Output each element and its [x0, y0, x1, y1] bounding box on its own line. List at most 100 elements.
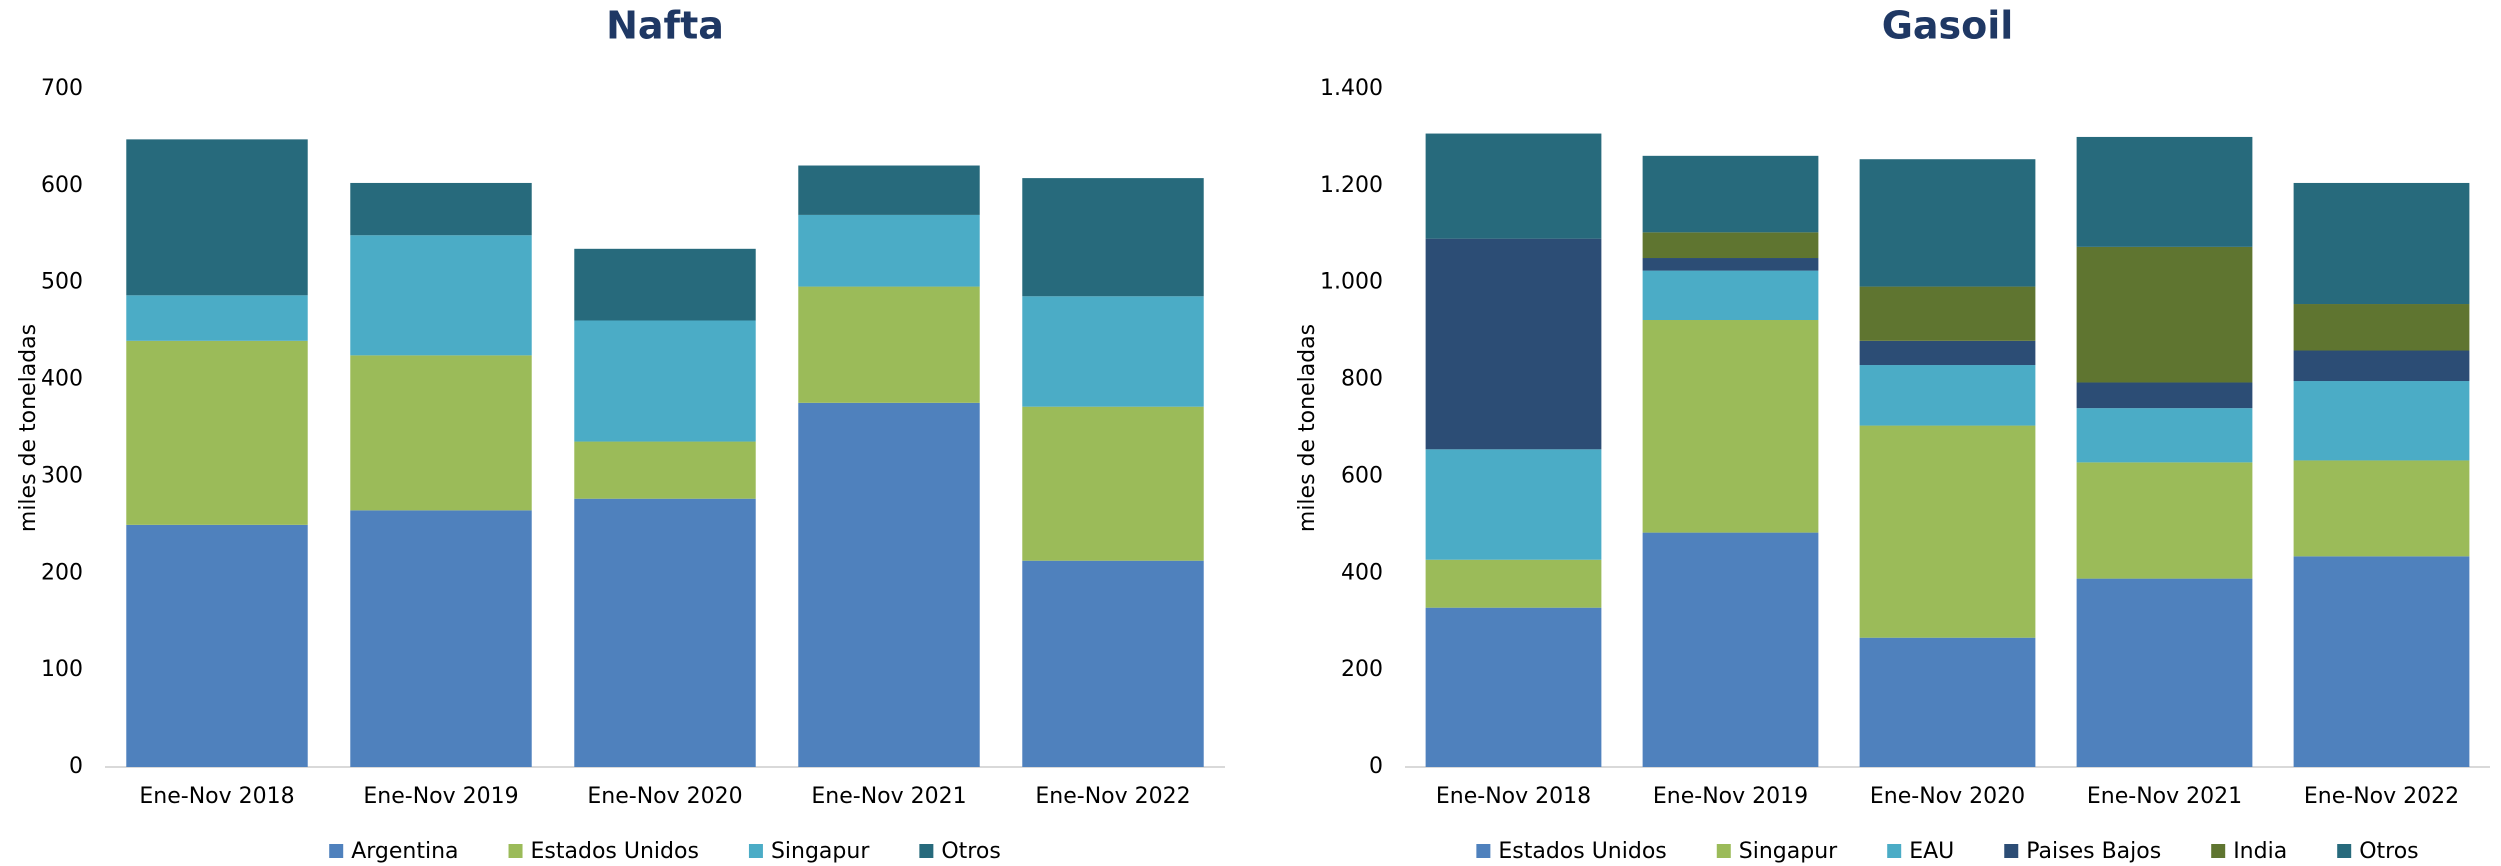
x-tick-label: Ene-Nov 2022: [1035, 784, 1190, 809]
bar-segment: [2076, 136, 2253, 247]
y-tick-label: 400: [1341, 560, 1383, 585]
bar-segment: [1642, 155, 1819, 233]
legend-label: Singapur: [771, 839, 870, 864]
bar-segment: [2076, 408, 2253, 463]
y-tick-label: 600: [41, 173, 83, 198]
x-tick-label: Ene-Nov 2020: [587, 784, 742, 809]
bar-segment: [1642, 532, 1819, 767]
bar-segment: [574, 248, 756, 321]
bar-segment: [1425, 449, 1602, 560]
x-tick-label: Ene-Nov 2019: [1653, 784, 1808, 809]
bar-segment: [1425, 559, 1602, 608]
chart-title: Nafta: [606, 4, 724, 48]
legend-swatch: [1716, 844, 1731, 858]
legend-label: Estados Unidos: [531, 839, 699, 864]
bar-segment: [2293, 182, 2470, 305]
legend-swatch: [508, 844, 523, 858]
bar-segment: [1022, 406, 1204, 561]
bar-segment: [798, 286, 980, 403]
y-tick-label: 500: [41, 270, 83, 295]
bar-segment: [350, 235, 532, 356]
bar-segment: [1859, 340, 2036, 366]
bar-segment: [2076, 246, 2253, 383]
bar-segment: [350, 355, 532, 511]
bar-segment: [2293, 556, 2470, 767]
legend-label: EAU: [1909, 839, 1954, 864]
bar-segment: [126, 295, 308, 341]
y-tick-label: 0: [1369, 754, 1383, 779]
bar-segment: [2076, 578, 2253, 767]
bar-segment: [1859, 637, 2036, 767]
y-tick-label: 1.200: [1320, 173, 1383, 198]
bar-segment: [1642, 270, 1819, 321]
x-tick-label: Ene-Nov 2021: [811, 784, 966, 809]
bar-segment: [1022, 296, 1204, 407]
bar-segment: [126, 524, 308, 767]
y-tick-label: 800: [1341, 367, 1383, 392]
legend-swatch: [1887, 844, 1902, 858]
y-tick-label: 300: [41, 463, 83, 488]
legend-label: Argentina: [351, 839, 458, 864]
x-tick-label: Ene-Nov 2022: [2304, 784, 2459, 809]
bar-segment: [1022, 178, 1204, 297]
legend-label: Otros: [941, 839, 1000, 864]
y-tick-label: 100: [41, 657, 83, 682]
legend-swatch: [1476, 844, 1491, 858]
y-tick-label: 200: [1341, 657, 1383, 682]
y-tick-label: 600: [1341, 463, 1383, 488]
bar-segment: [126, 340, 308, 525]
bar-segment: [2293, 350, 2470, 382]
legend-label: Singapur: [1739, 839, 1838, 864]
legend-swatch: [748, 844, 763, 858]
bar-segment: [574, 441, 756, 499]
legend-label: Paises Bajos: [2026, 839, 2161, 864]
bar-segment: [1859, 365, 2036, 426]
x-tick-label: Ene-Nov 2021: [2087, 784, 2242, 809]
bar-segment: [1642, 320, 1819, 533]
x-tick-label: Ene-Nov 2018: [139, 784, 294, 809]
chart-title: Gasoil: [1882, 4, 2014, 48]
legend-label: Otros: [2359, 839, 2418, 864]
bar-segment: [1425, 607, 1602, 767]
x-tick-label: Ene-Nov 2018: [1436, 784, 1591, 809]
y-axis-label: miles de toneladas: [1295, 324, 1320, 532]
y-axis-label: miles de toneladas: [16, 324, 41, 532]
y-tick-label: 400: [41, 367, 83, 392]
bar-segment: [2293, 304, 2470, 351]
bar-segment: [1425, 133, 1602, 239]
y-tick-label: 1.000: [1320, 270, 1383, 295]
bar-segment: [1642, 258, 1819, 271]
legend-swatch: [329, 844, 344, 858]
y-tick-label: 700: [41, 76, 83, 101]
y-tick-label: 0: [69, 754, 83, 779]
legend-swatch: [919, 844, 934, 858]
bar-segment: [2293, 460, 2470, 557]
bar-segment: [2293, 381, 2470, 461]
bar-segment: [574, 498, 756, 767]
legend-swatch: [2211, 844, 2226, 858]
y-tick-label: 200: [41, 560, 83, 585]
bar-segment: [574, 320, 756, 442]
bar-segment: [2076, 462, 2253, 579]
x-tick-label: Ene-Nov 2019: [363, 784, 518, 809]
y-tick-label: 1.400: [1320, 76, 1383, 101]
bar-segment: [1642, 232, 1819, 259]
legend-label: Estados Unidos: [1498, 839, 1666, 864]
bar-segment: [1859, 286, 2036, 341]
x-tick-label: Ene-Nov 2020: [1870, 784, 2025, 809]
bar-segment: [798, 402, 980, 767]
bar-segment: [1859, 159, 2036, 287]
bar-segment: [2076, 382, 2253, 409]
bar-segment: [1022, 560, 1204, 767]
bar-segment: [350, 182, 532, 236]
bar-segment: [1859, 425, 2036, 638]
bar-segment: [1425, 238, 1602, 450]
bar-segment: [350, 510, 532, 767]
bar-segment: [126, 139, 308, 296]
bar-segment: [798, 165, 980, 215]
legend-swatch: [2337, 844, 2352, 858]
legend-label: India: [2233, 839, 2287, 864]
bar-segment: [798, 214, 980, 287]
legend-swatch: [2004, 844, 2019, 858]
